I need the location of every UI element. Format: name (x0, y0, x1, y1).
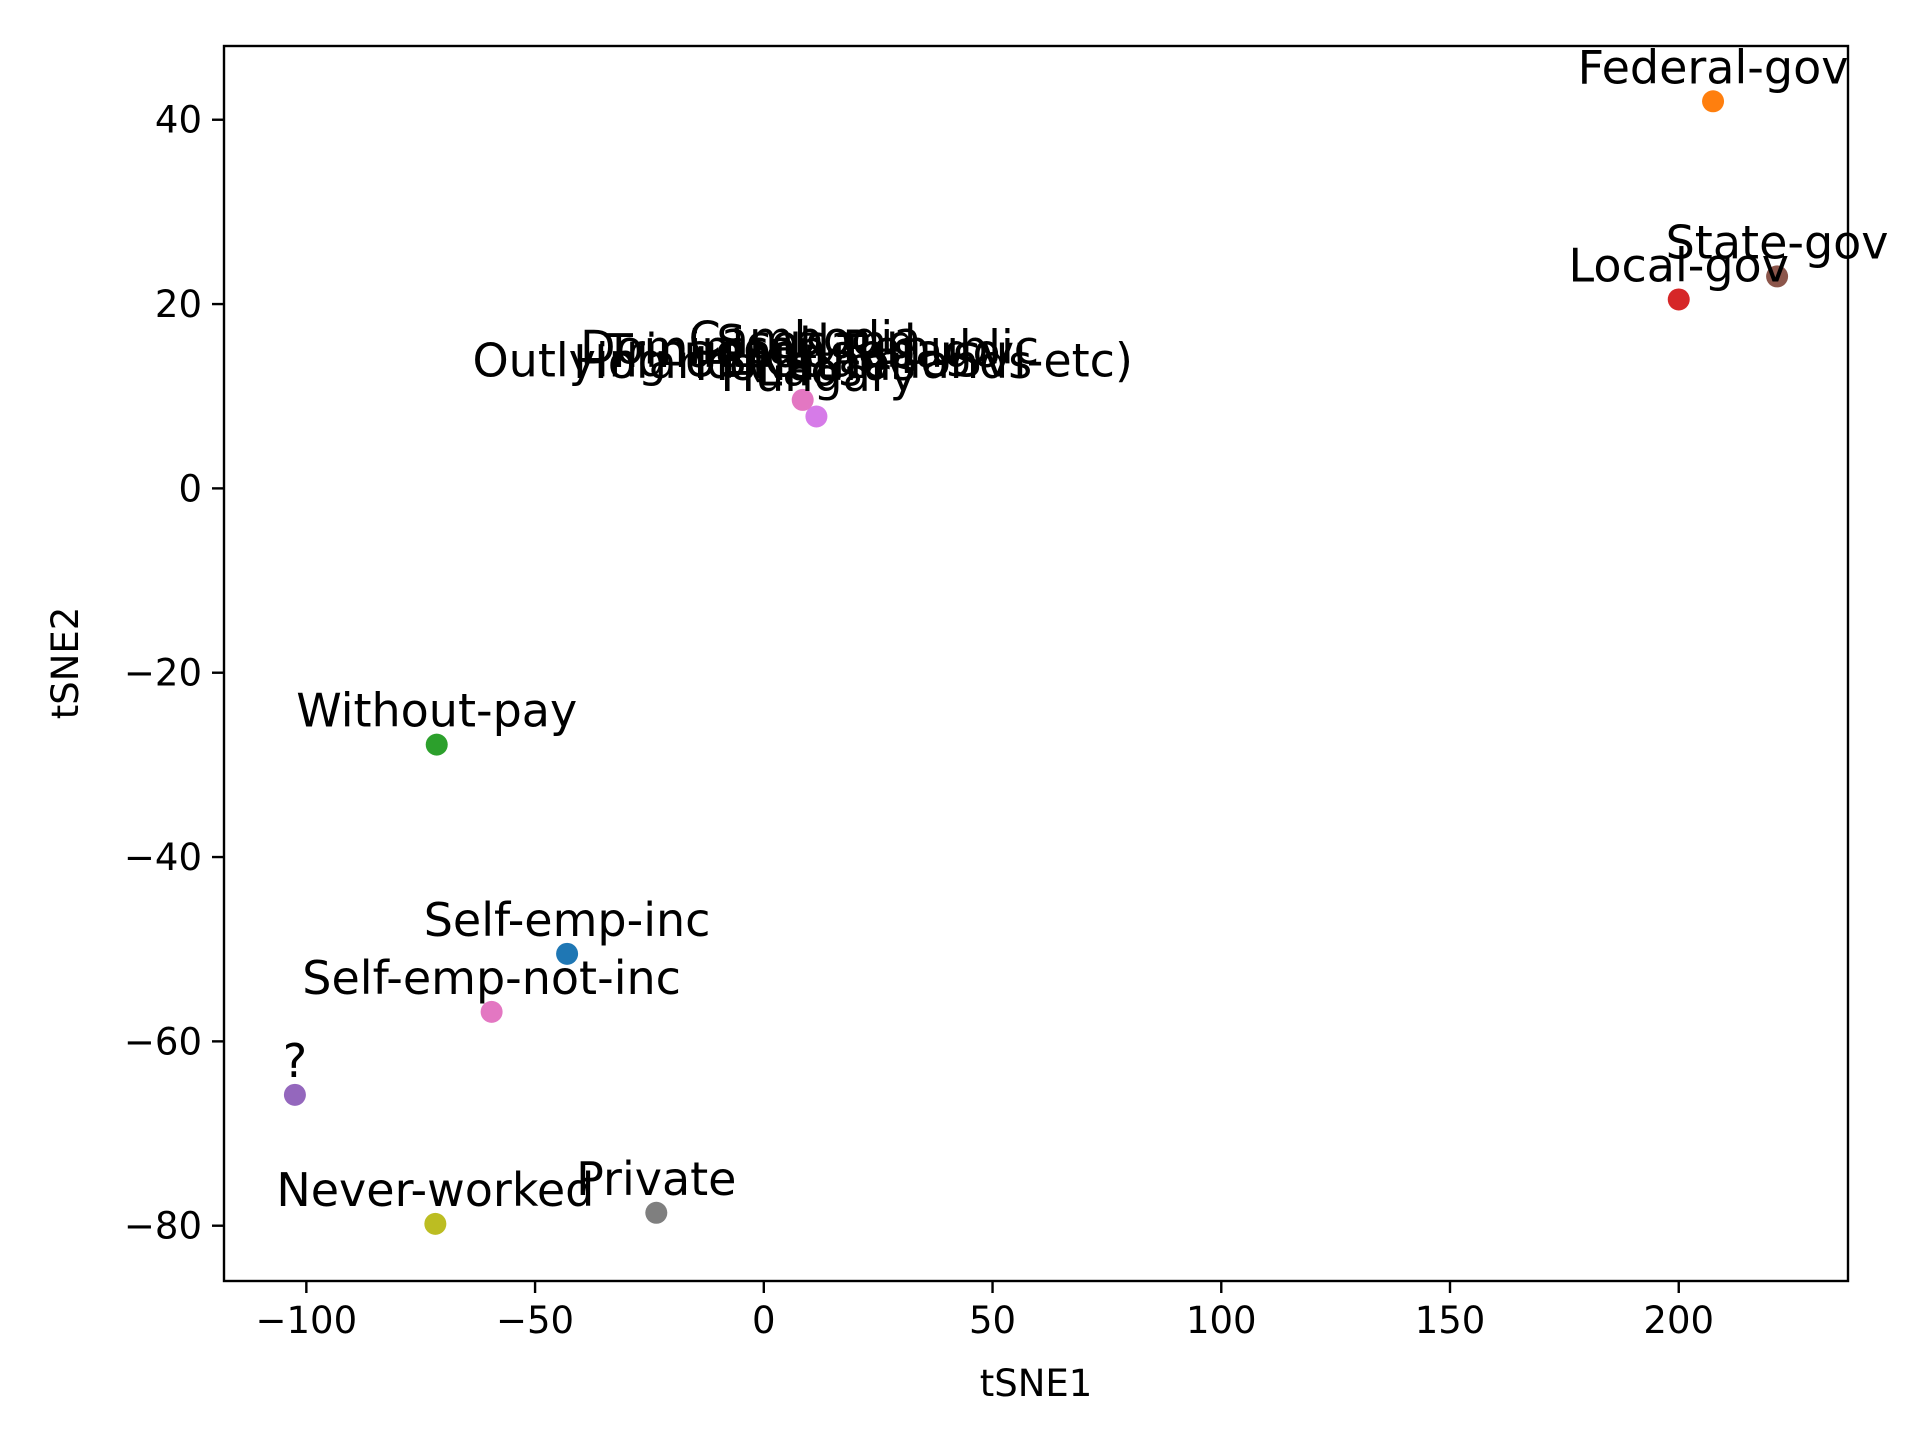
cluster-point-label: Laos (757, 343, 863, 397)
y-tick-label: −80 (124, 1205, 202, 1248)
x-axis-ticks: −100 −50 0 50 100 150 200 (256, 1281, 1714, 1342)
point-label: Self-emp-not-inc (302, 951, 681, 1005)
data-point (425, 733, 448, 756)
x-tick-label: −50 (496, 1299, 574, 1342)
data-point (283, 1083, 306, 1106)
data-point (645, 1201, 668, 1224)
cluster-point-label: Trinadad&Tobago (604, 324, 1001, 378)
x-tick-label: 50 (969, 1299, 1016, 1342)
point-label: ? (283, 1034, 307, 1088)
plot-frame (222, 44, 1850, 1283)
y-tick-label: 40 (155, 99, 202, 142)
y-tick-label: 0 (178, 467, 202, 510)
data-point (1667, 288, 1690, 311)
point-label: Private (576, 1152, 736, 1206)
cluster-point-label: Holand-Netherlands (573, 335, 1032, 389)
x-tick-label: 100 (1186, 1299, 1257, 1342)
point-label: Federal-gov (1578, 40, 1849, 94)
x-tick-label: 0 (752, 1299, 776, 1342)
cluster-point-label: Cambodia (689, 311, 922, 365)
data-point (480, 1000, 503, 1023)
data-points (283, 90, 1789, 1235)
data-point (1702, 90, 1725, 113)
x-tick-label: 150 (1415, 1299, 1486, 1342)
x-axis-label: tSNE1 (980, 1362, 1093, 1405)
point-label: Local-gov (1569, 238, 1789, 292)
y-tick-label: −40 (124, 836, 202, 879)
cluster-point-label: Outlying-US(Guam-USVI-etc) (472, 333, 1132, 387)
cluster-point-label: Scotland (716, 315, 916, 369)
point-label: Never-worked (276, 1163, 594, 1217)
data-point (791, 388, 814, 411)
data-point (1766, 265, 1789, 288)
cluster-point-label: Dominican-Republic (580, 320, 1039, 374)
y-axis-ticks: −80 −60 −40 −20 0 20 40 (124, 99, 224, 1248)
x-tick-label: 200 (1643, 1299, 1714, 1342)
data-point (805, 405, 828, 428)
cluster-point-label: Hungary (720, 348, 916, 402)
y-axis-label: tSNE2 (44, 607, 87, 720)
data-point (556, 942, 579, 965)
x-tick-label: −100 (256, 1299, 358, 1342)
point-label: State-gov (1666, 215, 1889, 269)
y-tick-label: −20 (124, 652, 202, 695)
cluster-point-label: Honduras (694, 337, 915, 391)
y-tick-label: 20 (155, 283, 202, 326)
point-label: Without-pay (296, 684, 577, 738)
y-tick-label: −60 (124, 1020, 202, 1063)
data-point (424, 1212, 447, 1235)
point-label: Self-emp-inc (424, 893, 711, 947)
